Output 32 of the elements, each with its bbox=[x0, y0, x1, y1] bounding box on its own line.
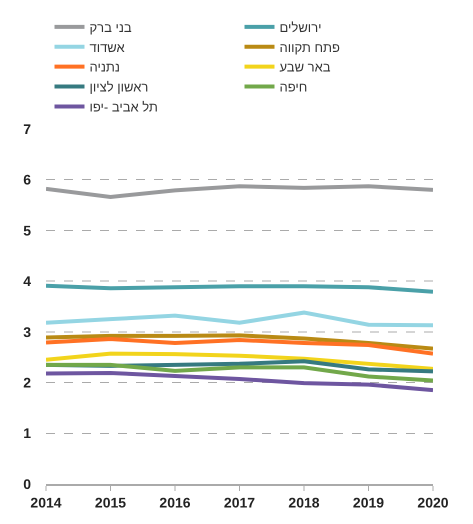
legend-label: חיפה bbox=[280, 80, 308, 95]
y-tick-label: 7 bbox=[23, 120, 32, 137]
y-tick-label: 3 bbox=[23, 324, 32, 340]
y-tick-label: 6 bbox=[23, 172, 32, 188]
legend-label: ראשון לציון bbox=[90, 80, 148, 95]
line-series bbox=[46, 362, 433, 383]
line-series bbox=[46, 184, 433, 199]
x-tick-label: 2018 bbox=[288, 494, 320, 511]
legend-label: פתח תקווה bbox=[280, 40, 340, 55]
y-tick-label: 4 bbox=[23, 273, 32, 290]
legend-label: אשדוד bbox=[90, 40, 125, 55]
y-tick-label: 2 bbox=[23, 374, 32, 390]
x-tick-label: 2014 bbox=[30, 494, 62, 511]
y-tick-label: 1 bbox=[23, 425, 32, 442]
y-tick-label: 0 bbox=[23, 476, 32, 492]
x-tick-label: 2020 bbox=[417, 494, 449, 511]
line-series bbox=[46, 284, 433, 294]
x-tick-label: 2016 bbox=[159, 494, 191, 511]
legend-label: באר שבע bbox=[280, 60, 331, 75]
y-tick-label: 5 bbox=[23, 222, 32, 238]
legend-label: ירושלים bbox=[280, 20, 322, 35]
legend-label: בני ברק bbox=[90, 20, 132, 35]
legend-label: תל אביב -יפו bbox=[90, 100, 158, 115]
x-tick-label: 2017 bbox=[224, 494, 256, 511]
line-series bbox=[46, 370, 433, 392]
legend-label: נתניה bbox=[90, 60, 120, 75]
line-series bbox=[46, 310, 433, 328]
line-series bbox=[46, 336, 433, 356]
x-tick-label: 2015 bbox=[94, 494, 126, 511]
line-series bbox=[46, 352, 433, 371]
x-tick-label: 2019 bbox=[352, 494, 384, 511]
line-series bbox=[46, 333, 433, 351]
